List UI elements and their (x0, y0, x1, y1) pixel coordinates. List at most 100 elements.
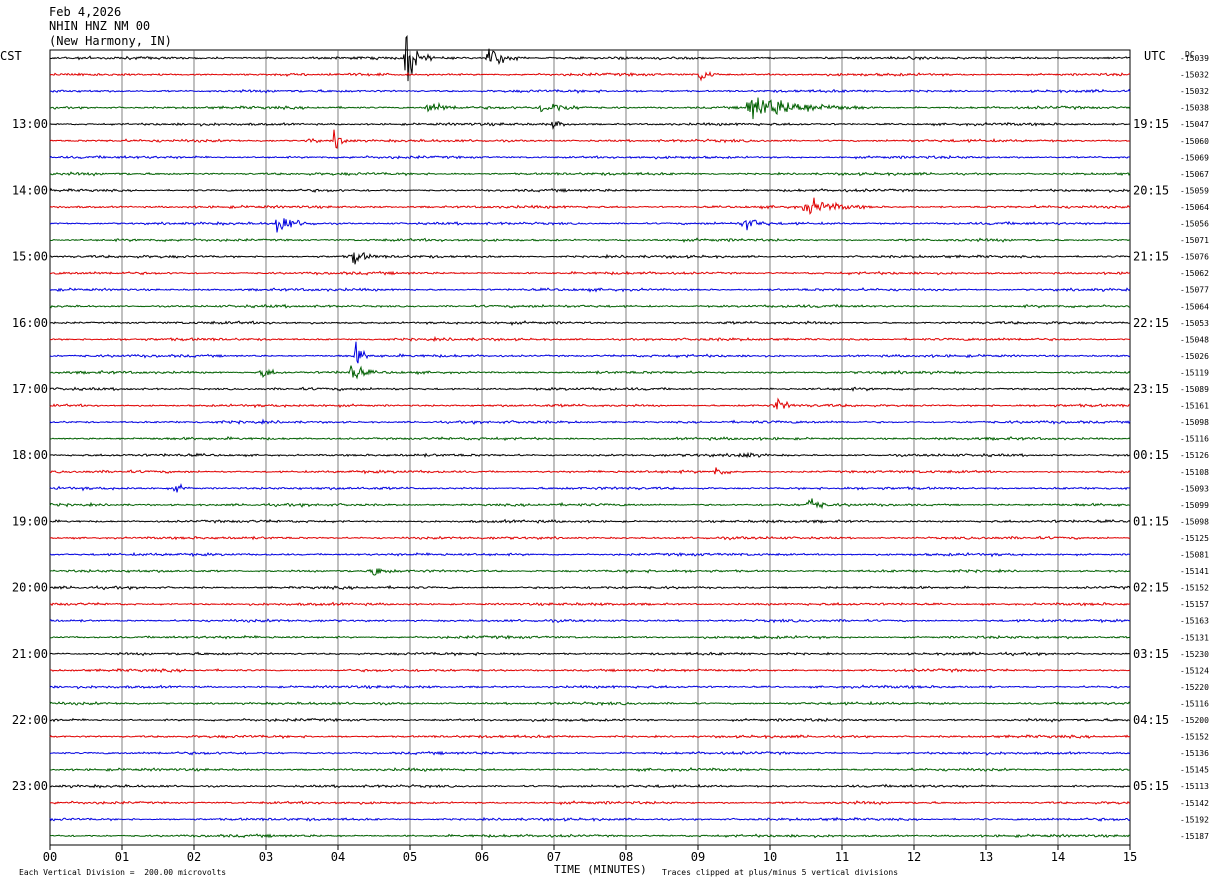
row-offset-label: -15032 (1180, 71, 1209, 80)
trace-row-16 (49, 320, 1131, 326)
trace-row-13 (49, 270, 1131, 276)
x-tick-label: 12 (907, 850, 921, 864)
row-offset-label: -15126 (1180, 451, 1209, 460)
trace-row-7 (49, 171, 1131, 177)
row-offset-label: -15039 (1180, 54, 1209, 63)
row-offset-label: -15161 (1180, 402, 1209, 411)
trace-row-33 (49, 601, 1130, 607)
row-offset-label: -15099 (1180, 501, 1209, 510)
trace-row-0 (49, 34, 1131, 82)
trace-row-12 (49, 252, 1131, 265)
right-hour-label: 23:15 (1133, 382, 1169, 396)
right-hour-label: 05:15 (1133, 779, 1169, 793)
left-hour-label: 23:00 (12, 779, 48, 793)
x-tick-label: 09 (691, 850, 705, 864)
row-offset-label: -15116 (1180, 435, 1209, 444)
row-offset-label: -15098 (1180, 517, 1209, 526)
clip-note: Traces clipped at plus/minus 5 vertical … (662, 868, 899, 877)
header-location: (New Harmony, IN) (49, 34, 172, 48)
trace-row-45 (49, 800, 1131, 806)
trace-row-5 (49, 129, 1131, 149)
row-offset-label: -15038 (1180, 104, 1209, 113)
row-offset-label: -15056 (1180, 220, 1209, 229)
x-tick-label: 08 (619, 850, 633, 864)
trace-row-42 (49, 750, 1131, 756)
trace-row-11 (49, 237, 1131, 243)
x-tick-label: 05 (403, 850, 417, 864)
row-offset-label: -15230 (1180, 650, 1209, 659)
row-offset-label: -15157 (1180, 600, 1209, 609)
trace-row-41 (49, 734, 1131, 740)
x-tick-label: 03 (259, 850, 273, 864)
trace-row-47 (49, 833, 1131, 839)
trace-row-36 (49, 651, 1131, 657)
trace-group (49, 34, 1131, 839)
trace-row-39 (49, 700, 1131, 707)
trace-row-25 (49, 467, 1131, 475)
trace-row-21 (49, 397, 1130, 410)
row-offset-label: -15032 (1180, 87, 1209, 96)
row-offset-label: -15067 (1180, 170, 1209, 179)
row-offset-label: -15187 (1180, 832, 1209, 841)
x-tick-label: 14 (1051, 850, 1065, 864)
row-offset-label: -15047 (1180, 120, 1209, 129)
x-tick-label: 15 (1123, 850, 1137, 864)
row-offset-label: -15125 (1180, 534, 1209, 543)
header-date: Feb 4,2026 (49, 5, 122, 19)
trace-row-4 (49, 121, 1131, 130)
row-offset-label: -15069 (1180, 153, 1209, 162)
left-hour-label: 22:00 (12, 713, 48, 727)
trace-row-44 (49, 783, 1131, 789)
x-tick-label: 07 (547, 850, 561, 864)
right-hour-label: 00:15 (1133, 448, 1169, 462)
right-hour-label: 04:15 (1133, 713, 1169, 727)
left-timezone-label: CST (0, 49, 22, 63)
trace-row-8 (49, 187, 1131, 194)
trace-row-10 (49, 218, 1131, 233)
trace-row-14 (49, 287, 1131, 293)
right-hour-label: 19:15 (1133, 117, 1169, 131)
x-tick-label: 04 (331, 850, 345, 864)
row-offset-label: -15152 (1180, 733, 1209, 742)
trace-row-18 (49, 341, 1131, 364)
trace-row-27 (49, 498, 1131, 510)
right-hour-label: 21:15 (1133, 250, 1169, 264)
right-timezone-label: UTC (1144, 49, 1166, 63)
trace-row-40 (49, 717, 1131, 723)
row-offset-label: -15113 (1180, 782, 1209, 791)
x-tick-label: 01 (115, 850, 129, 864)
row-offset-label: -15124 (1180, 666, 1209, 675)
row-offset-label: -15119 (1180, 368, 1209, 377)
x-tick-label: 06 (475, 850, 489, 864)
trace-row-3 (49, 97, 1131, 120)
x-tick-label: 02 (187, 850, 201, 864)
trace-row-32 (49, 584, 1131, 591)
header-station: NHIN HNZ NM 00 (49, 19, 151, 33)
row-offset-label: -15026 (1180, 352, 1209, 361)
right-hour-label: 22:15 (1133, 316, 1169, 330)
trace-row-23 (49, 435, 1131, 442)
row-offset-label: -15060 (1180, 137, 1209, 146)
trace-row-31 (49, 568, 1131, 576)
row-offset-label: -15062 (1180, 269, 1209, 278)
trace-row-34 (49, 618, 1131, 624)
trace-row-24 (49, 451, 1131, 459)
trace-row-19 (50, 365, 1131, 380)
row-offset-label: -15141 (1180, 567, 1209, 576)
trace-row-29 (49, 535, 1131, 541)
x-axis-title: TIME (MINUTES) (554, 863, 647, 876)
trace-row-1 (49, 70, 1131, 82)
row-offset-label: -15077 (1180, 286, 1209, 295)
trace-row-43 (49, 766, 1131, 773)
trace-row-35 (49, 634, 1131, 640)
row-offset-label: -15064 (1180, 302, 1209, 311)
x-tick-label: 10 (763, 850, 777, 864)
left-hour-label: 19:00 (12, 514, 48, 528)
trace-row-38 (49, 684, 1131, 690)
x-tick-label: 11 (835, 850, 849, 864)
trace-row-30 (49, 551, 1131, 558)
trace-row-15 (49, 303, 1131, 309)
trace-row-46 (49, 816, 1131, 822)
row-offset-label: -15108 (1180, 468, 1209, 477)
